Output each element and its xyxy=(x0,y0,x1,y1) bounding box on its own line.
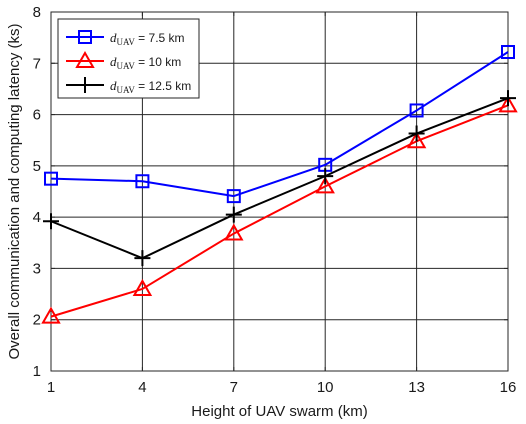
y-axis-label: Overall communication and computing late… xyxy=(6,24,23,360)
data-point-marker xyxy=(406,131,427,149)
data-point-marker xyxy=(409,103,424,118)
data-point-marker xyxy=(132,278,153,296)
series-3 xyxy=(43,90,516,267)
data-point-marker xyxy=(315,176,335,194)
y-tick-label: 3 xyxy=(33,260,41,277)
data-point-marker xyxy=(501,45,515,60)
data-point-marker xyxy=(225,206,242,223)
legend-entry: dUAV = 12.5 km xyxy=(66,77,191,95)
legend-label-subscript: UAV xyxy=(117,85,136,95)
series-line xyxy=(50,97,509,260)
data-point-marker xyxy=(224,223,244,241)
x-tick-label: 1 xyxy=(47,379,55,396)
y-tick-label: 6 xyxy=(33,107,41,124)
data-point-marker xyxy=(43,213,59,230)
y-tick-label: 7 xyxy=(33,55,41,72)
legend-marker xyxy=(78,30,92,44)
legend-marker xyxy=(75,50,95,68)
legend-label-text: = 7.5 km xyxy=(135,31,185,45)
legend-label-variable: d xyxy=(110,54,117,69)
legend-label-subscript: UAV xyxy=(117,61,136,71)
series-line xyxy=(50,51,509,198)
legend-label-subscript: UAV xyxy=(117,37,136,47)
legend-entry: dUAV = 10 km xyxy=(66,50,181,71)
x-tick-label: 4 xyxy=(138,379,146,396)
data-point-marker xyxy=(41,306,61,324)
series-line xyxy=(50,104,509,318)
legend-label: dUAV = 7.5 km xyxy=(110,30,185,47)
legend-label-variable: d xyxy=(110,78,117,93)
legend-label: dUAV = 10 km xyxy=(110,54,181,71)
legend-label-variable: d xyxy=(110,30,117,45)
y-tick-label: 8 xyxy=(33,4,41,21)
data-point-marker xyxy=(44,171,58,186)
x-tick-label: 16 xyxy=(500,379,517,396)
x-tick-label: 10 xyxy=(317,379,334,396)
y-tick-label: 5 xyxy=(33,158,41,175)
data-point-marker xyxy=(408,125,425,142)
x-tick-label: 13 xyxy=(408,379,425,396)
legend-marker xyxy=(77,77,93,93)
y-tick-label: 1 xyxy=(33,363,41,380)
x-axis-ticks: 1 4 7 10 13 16 xyxy=(47,12,517,396)
y-axis-ticks: 1 2 3 4 5 6 7 8 xyxy=(33,4,508,380)
legend-entry: dUAV = 7.5 km xyxy=(66,30,185,47)
series-group xyxy=(41,45,518,324)
data-point-marker xyxy=(134,250,151,267)
data-point-marker xyxy=(135,174,150,189)
legend-label: dUAV = 12.5 km xyxy=(110,78,191,95)
data-point-marker xyxy=(317,168,334,185)
y-tick-label: 4 xyxy=(33,209,41,226)
series-2 xyxy=(41,95,518,324)
x-axis-label: Height of UAV swarm (km) xyxy=(191,403,367,420)
plot-area-frame xyxy=(50,11,509,372)
data-point-marker xyxy=(498,95,518,113)
legend-label-text: = 10 km xyxy=(135,55,181,69)
data-point-marker xyxy=(500,90,516,107)
y-tick-label: 2 xyxy=(33,312,41,329)
x-tick-label: 7 xyxy=(230,379,238,396)
legend-label-text: = 12.5 km xyxy=(135,79,191,93)
data-point-marker xyxy=(226,189,241,204)
